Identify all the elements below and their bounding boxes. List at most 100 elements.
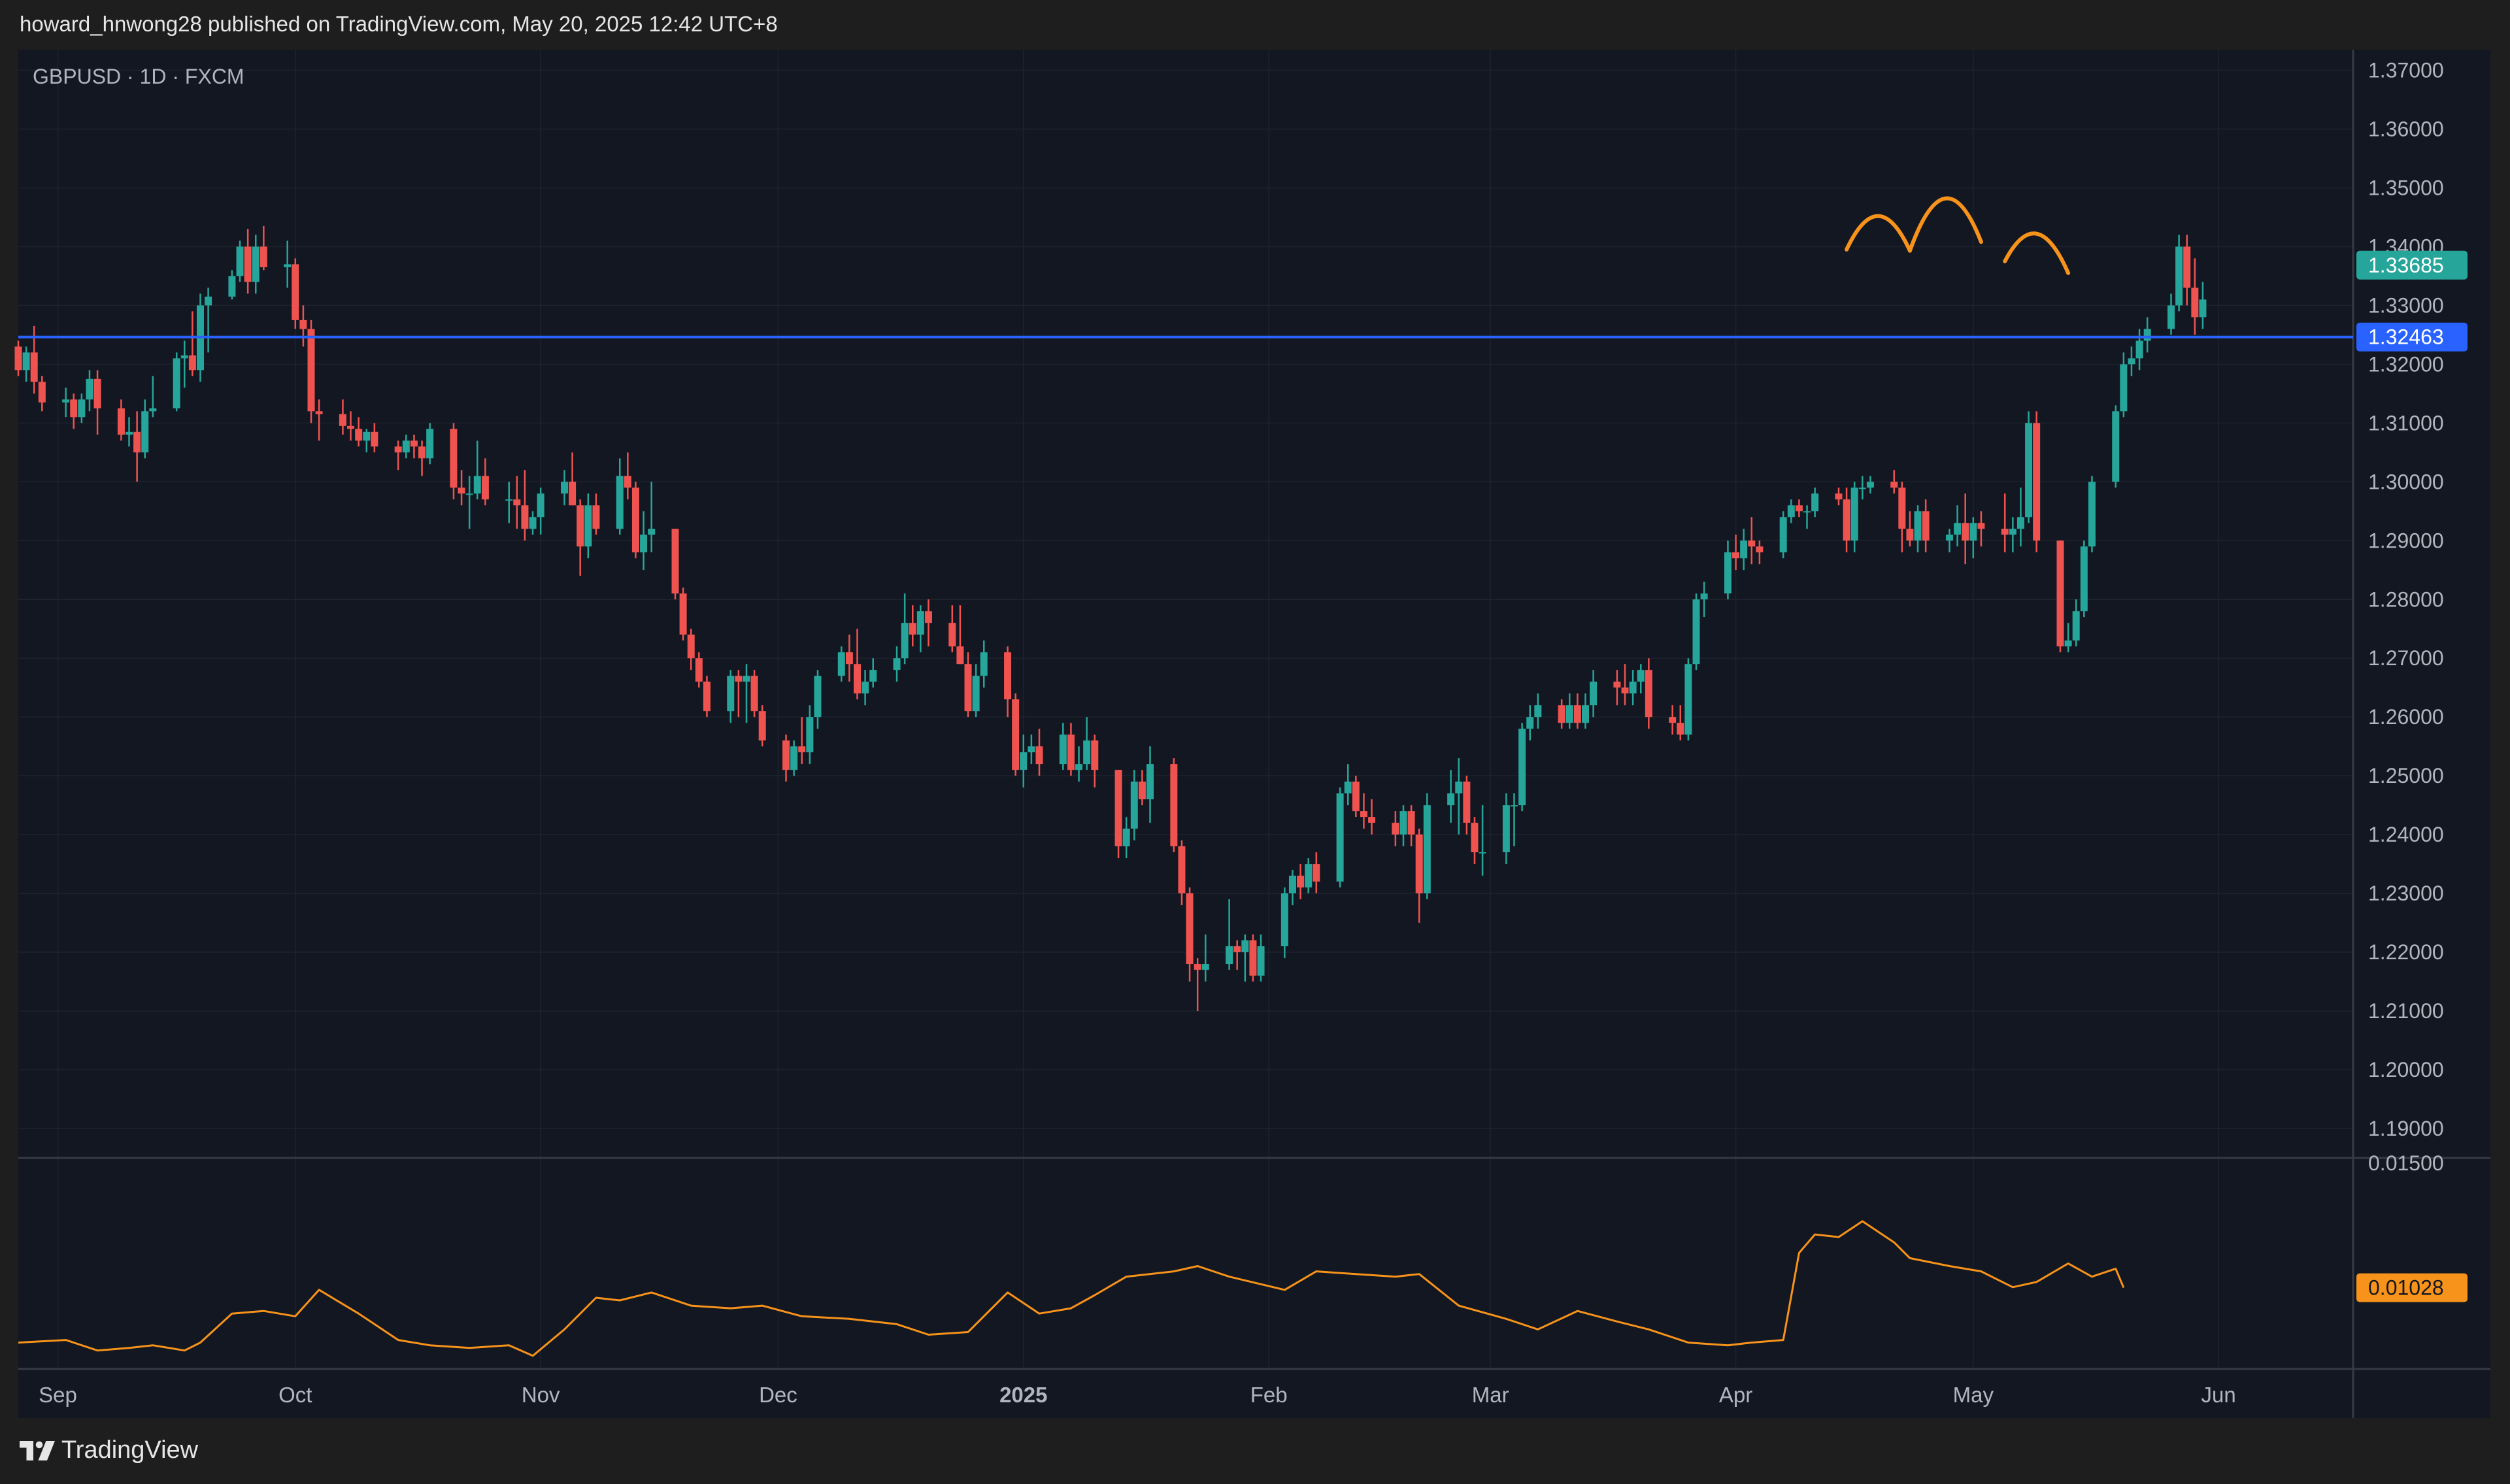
candle: [1756, 540, 1764, 565]
candle: [513, 476, 521, 529]
candle-body: [814, 676, 822, 717]
candle: [307, 320, 315, 423]
support-line-badge-bg: [2356, 322, 2468, 352]
candle-body: [38, 382, 46, 403]
candle: [687, 629, 695, 670]
candle: [1352, 776, 1360, 817]
brand[interactable]: TradingView: [20, 1436, 198, 1464]
candle-body: [1779, 517, 1787, 553]
candle-body: [1423, 805, 1431, 894]
candle: [1178, 840, 1186, 906]
candle: [529, 511, 537, 535]
candle: [845, 635, 853, 682]
symbol-label[interactable]: GBPUSD · 1D · FXCM: [33, 65, 244, 88]
candle-body: [465, 493, 473, 495]
candle-body: [529, 517, 537, 529]
time-tick-label: May: [1953, 1383, 1994, 1407]
candle-body: [1502, 805, 1510, 853]
candle: [450, 423, 458, 500]
candle-body: [640, 535, 648, 553]
candle: [133, 411, 141, 482]
candle-body: [1415, 834, 1423, 894]
candle: [1573, 693, 1581, 729]
candle: [1447, 770, 1455, 823]
price-axis[interactable]: 1.370001.360001.350001.340001.330001.320…: [2356, 58, 2468, 1302]
candle-body: [418, 446, 426, 459]
time-axis[interactable]: Sep Oct Nov Dec 2025 Feb Mar Apr May Jun: [39, 1383, 2236, 1407]
candle: [1083, 717, 1091, 770]
candle: [1415, 829, 1423, 923]
candle-body: [2072, 611, 2080, 641]
candle: [1035, 729, 1043, 776]
candle: [1233, 940, 1241, 970]
candle: [1898, 482, 1906, 553]
grid: [18, 50, 2353, 1369]
candle-body: [1613, 682, 1621, 688]
candle-body: [1201, 964, 1209, 970]
candle: [1280, 887, 1288, 959]
candle-body: [1463, 782, 1471, 823]
pattern-arc: [1907, 196, 1983, 253]
candle: [355, 417, 363, 447]
candle: [70, 393, 78, 429]
candle-body: [648, 529, 656, 535]
candle: [584, 493, 592, 559]
candle-body: [1114, 770, 1122, 847]
candle: [2191, 258, 2199, 335]
candle: [869, 658, 877, 688]
candle: [149, 376, 157, 418]
pattern-arc: [2003, 231, 2071, 275]
pattern-arcs[interactable]: [1845, 196, 2071, 275]
candle-body: [521, 505, 529, 529]
candle: [1146, 746, 1154, 823]
candle: [2143, 317, 2151, 353]
candle-body: [30, 352, 38, 382]
candle: [750, 670, 758, 717]
candle: [1724, 540, 1732, 600]
candle-body: [1669, 717, 1677, 723]
candle-body: [862, 682, 869, 694]
candle: [758, 705, 766, 747]
candle: [1479, 805, 1486, 876]
candle: [853, 629, 861, 700]
indicator-value-badge: 0.01028: [2356, 1273, 2468, 1302]
candle-body: [2088, 482, 2096, 547]
candle-body: [1479, 852, 1486, 854]
candle: [2112, 405, 2120, 488]
candle: [1186, 887, 1194, 982]
candle: [1843, 487, 1850, 553]
candle-body: [1020, 752, 1028, 770]
candle-body: [972, 676, 980, 712]
candle-body: [909, 623, 916, 635]
candle-body: [347, 425, 355, 429]
candle-body: [1178, 846, 1186, 894]
candle: [1962, 493, 1969, 565]
candle: [1669, 705, 1677, 735]
candle: [1288, 870, 1296, 906]
candle-body: [14, 346, 22, 371]
candle-body: [1581, 705, 1589, 723]
candle: [252, 235, 259, 294]
brand-name: TradingView: [61, 1436, 199, 1464]
candle-body: [1977, 523, 1985, 529]
candle: [347, 411, 355, 441]
candle-body: [1850, 487, 1858, 541]
candle: [1201, 934, 1209, 982]
price-tick-label: 1.21000: [2368, 999, 2444, 1023]
candle: [426, 423, 434, 465]
price-tick-label: 1.31000: [2368, 411, 2444, 435]
candle: [363, 429, 371, 453]
candle: [394, 440, 402, 470]
candle: [1637, 664, 1645, 694]
candle: [1067, 723, 1075, 776]
indicator-value-badge-text: 0.01028: [2368, 1276, 2444, 1300]
candle-body: [2199, 299, 2207, 318]
candle: [2064, 623, 2072, 653]
candle-body: [2128, 358, 2135, 365]
candle-body: [695, 658, 703, 682]
candle-body: [244, 246, 252, 282]
candle-body: [1471, 823, 1479, 853]
candle: [1740, 529, 1748, 570]
candle: [126, 417, 133, 447]
